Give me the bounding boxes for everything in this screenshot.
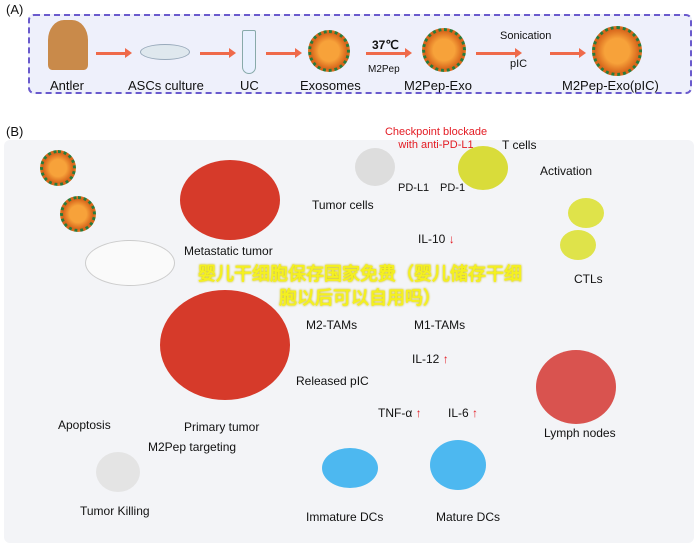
overlay-watermark-text: 婴儿干细胞保存国家免费（婴儿储存干细胞以后可以自用吗） bbox=[198, 264, 522, 308]
ctl-icon bbox=[560, 230, 596, 260]
step-label: UC bbox=[240, 78, 259, 93]
m2pep-exo-icon bbox=[422, 28, 466, 72]
ctls-label: CTLs bbox=[574, 272, 603, 286]
step-label: M2Pep-Exo bbox=[404, 78, 472, 93]
il12-label: IL-12 ↑ bbox=[412, 352, 449, 366]
lymph-nodes-label: Lymph nodes bbox=[544, 426, 616, 440]
ctl-icon bbox=[568, 198, 604, 228]
tnf-text: TNF-α bbox=[378, 406, 413, 420]
pic-label: pIC bbox=[510, 58, 528, 70]
arrow bbox=[476, 48, 522, 58]
il10-text: IL-10 bbox=[418, 232, 446, 246]
temperature-label: 37℃ bbox=[372, 38, 399, 52]
immature-dcs-label: Immature DCs bbox=[306, 510, 384, 524]
pd-l1-label: PD-L1 bbox=[398, 182, 430, 194]
panel-a-tag: (A) bbox=[6, 2, 24, 17]
apoptosis-label: Apoptosis bbox=[58, 418, 111, 432]
arrow bbox=[200, 48, 236, 58]
checkpoint-label: Checkpoint blockade with anti-PD-L1 bbox=[384, 126, 488, 151]
il10-label: IL-10 ↓ bbox=[418, 232, 455, 246]
m2-tams-label: M2-TAMs bbox=[306, 318, 358, 332]
sonication-label: Sonication bbox=[500, 30, 552, 42]
exosome-icon bbox=[40, 150, 76, 186]
tumor-cell-icon bbox=[355, 148, 395, 186]
released-pic-label: Released pIC bbox=[296, 374, 369, 388]
down-arrow-icon: ↓ bbox=[448, 232, 455, 246]
tube-icon bbox=[242, 30, 256, 74]
primary-tumor-label: Primary tumor bbox=[184, 420, 260, 434]
step-label: Antler bbox=[50, 78, 84, 93]
lymph-node-icon bbox=[536, 350, 616, 424]
il6-text: IL-6 bbox=[448, 406, 469, 420]
t-cell-icon bbox=[458, 146, 508, 190]
il12-text: IL-12 bbox=[412, 352, 440, 366]
primary-tumor-icon bbox=[160, 290, 290, 400]
arrow bbox=[550, 48, 586, 58]
m2pep-targeting-label: M2Pep targeting bbox=[148, 440, 237, 454]
m1-tams-label: M1-TAMs bbox=[414, 318, 466, 332]
mature-dc-icon bbox=[430, 440, 486, 490]
il6-label: IL-6 ↑ bbox=[448, 406, 478, 420]
panel-b-tag: (B) bbox=[6, 124, 24, 139]
up-arrow-icon: ↑ bbox=[415, 406, 422, 420]
mouse-icon bbox=[85, 240, 175, 286]
t-cells-label: T cells bbox=[502, 138, 537, 152]
up-arrow-icon: ↑ bbox=[442, 352, 449, 366]
petri-dish-icon bbox=[140, 44, 190, 60]
m2pep-exo-pic-icon bbox=[592, 26, 642, 76]
arrow bbox=[96, 48, 132, 58]
m2pep-label: M2Pep bbox=[368, 64, 400, 75]
mature-dcs-label: Mature DCs bbox=[436, 510, 501, 524]
dead-cell-icon bbox=[96, 452, 140, 492]
arrow bbox=[266, 48, 302, 58]
deer-icon bbox=[48, 20, 88, 70]
tumor-cells-label: Tumor cells bbox=[312, 198, 374, 212]
pd-1-label: PD-1 bbox=[440, 182, 466, 194]
exosome-icon bbox=[308, 30, 350, 72]
metastatic-tumor-label: Metastatic tumor bbox=[184, 244, 273, 258]
step-label: Exosomes bbox=[300, 78, 361, 93]
exosome-icon bbox=[60, 196, 96, 232]
immature-dc-icon bbox=[322, 448, 378, 488]
arrow bbox=[366, 48, 412, 58]
step-label: ASCs culture bbox=[128, 78, 204, 93]
tnf-label: TNF-α ↑ bbox=[378, 406, 422, 420]
activation-label: Activation bbox=[540, 164, 593, 178]
up-arrow-icon: ↑ bbox=[472, 406, 479, 420]
metastatic-tumor-icon bbox=[180, 160, 280, 240]
step-label: M2Pep-Exo(pIC) bbox=[562, 78, 659, 93]
tumor-killing-label: Tumor Killing bbox=[80, 504, 150, 518]
